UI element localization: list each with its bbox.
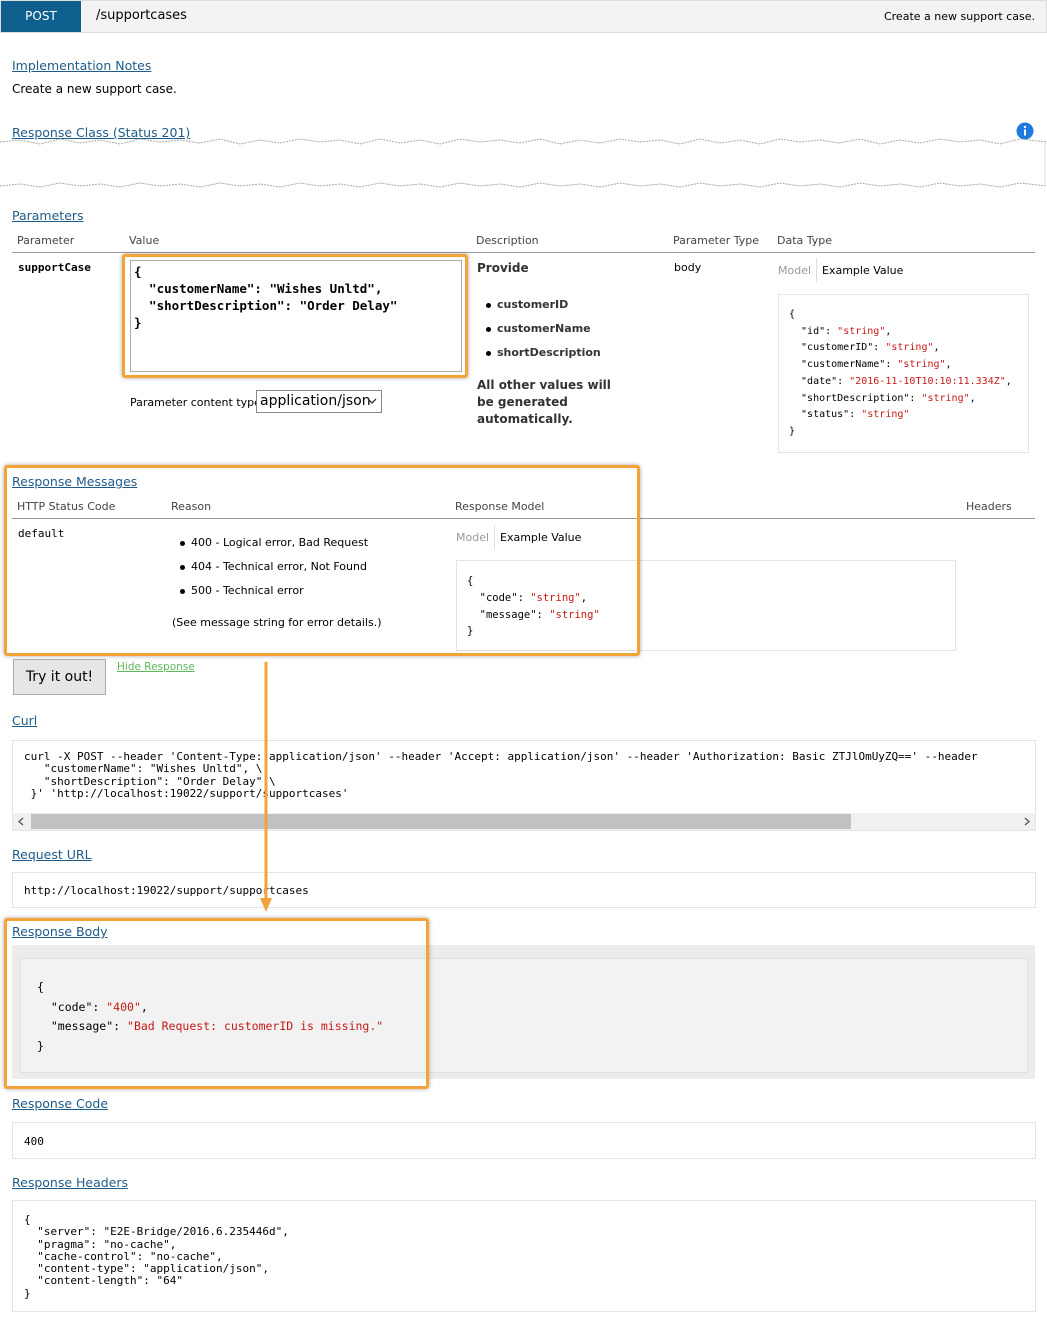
code-line: "message": "string"	[467, 608, 600, 621]
path: /supportcases	[96, 8, 187, 23]
code-line: }	[24, 1286, 31, 1300]
code-line: "id": "string",	[789, 325, 892, 337]
highlight	[4, 918, 429, 1089]
status-code: default	[18, 527, 65, 540]
code-line: "code": "400",	[37, 999, 148, 1014]
tab[interactable]: Model	[456, 531, 490, 544]
arrow	[260, 662, 272, 912]
code-panel	[12, 945, 1035, 1079]
torn-edge	[0, 138, 1047, 188]
code-line: }	[789, 425, 796, 437]
select[interactable]: application/json	[256, 390, 382, 413]
code-line: {	[134, 264, 142, 279]
code-line: "message": "Bad Request: customerID is m…	[37, 1019, 384, 1033]
code-line: {	[467, 575, 474, 587]
code-line: "pragma": "no-cache",	[24, 1237, 177, 1251]
code-line: "shortDescription": "Order Delay" \	[24, 774, 276, 788]
column-header: Response Model	[455, 500, 545, 513]
description-title: Provide	[477, 261, 529, 275]
section-title[interactable]: Response Code	[12, 1096, 109, 1111]
list-item: 404 - Technical error, Not Found	[180, 560, 367, 573]
code-line: {	[37, 980, 44, 994]
notes-text: Create a new support case.	[12, 82, 177, 96]
section-title[interactable]: Parameters	[12, 208, 84, 223]
section-title[interactable]: Response Body	[12, 924, 108, 939]
code-line: "customerName": "Wishes Unltd",	[134, 281, 383, 296]
code-line: }	[37, 1038, 44, 1053]
section-title[interactable]: Response Messages	[12, 474, 138, 489]
header-rule	[12, 252, 1035, 253]
code-box: http://localhost:19022/support/supportca…	[12, 872, 1036, 908]
response-code: 400	[24, 1135, 44, 1148]
column-header: Headers	[966, 500, 1012, 513]
section-title[interactable]: Response Class (Status 201)	[12, 125, 191, 140]
header-bar	[0, 0, 1047, 33]
code-line: "customerID": "string",	[789, 342, 940, 354]
section-title[interactable]: Implementation Notes	[12, 58, 152, 73]
code-line: "customerName": "string",	[789, 359, 952, 371]
textarea[interactable]: { "customerName": "Wishes Unltd", "short…	[130, 260, 462, 372]
column-header: Description	[476, 234, 539, 247]
section-title[interactable]: Response Headers	[12, 1175, 129, 1190]
column-header: Value	[129, 234, 160, 247]
select-arrow	[367, 398, 377, 404]
code-line: {	[24, 1213, 31, 1226]
summary: Create a new support case.	[883, 10, 1035, 23]
column-header: Reason	[171, 500, 212, 513]
code-line: }	[467, 625, 474, 638]
code-line: }' 'http://localhost:19022/support/suppo…	[24, 786, 349, 800]
column-header: Parameter Type	[673, 234, 759, 247]
header-rule	[12, 518, 1035, 519]
code-line: "shortDescription": "Order Delay"	[134, 298, 398, 313]
param-type: body	[674, 261, 702, 274]
code-line: curl -X POST --header 'Content-Type: app…	[24, 750, 978, 763]
list-item: customerID	[485, 298, 569, 311]
code-line: "shortDescription": "string",	[789, 392, 976, 404]
code-line: "date": "2016-11-10T10:10:11.334Z",	[789, 375, 1012, 387]
tab[interactable]: Model	[778, 264, 812, 277]
try-button[interactable]: Try it out!	[13, 659, 106, 695]
code-line: "status": "string"	[789, 409, 910, 421]
param-name: supportCase	[18, 261, 91, 274]
column-header: Parameter	[17, 234, 75, 247]
code-line: "content-type": "application/json",	[24, 1262, 270, 1276]
tab[interactable]: Example Value	[822, 264, 904, 277]
method-badge[interactable]: POST	[1, 1, 81, 32]
code-line: "code": "string",	[467, 591, 588, 604]
list-item: customerName	[486, 322, 591, 335]
list-item: shortDescription	[486, 346, 601, 359]
code-line: "content-length": "64"	[24, 1274, 183, 1288]
select-value: application/json	[260, 393, 371, 409]
highlight	[4, 465, 640, 656]
code-box: { "id": "string", "customerID": "string"…	[778, 294, 1029, 453]
code-line: "server": "E2E-Bridge/2016.6.235446d",	[24, 1225, 289, 1239]
highlight	[122, 254, 468, 378]
code-line: "customerName": "Wishes Unltd", \	[24, 762, 263, 776]
list-item: 400 - Logical error, Bad Request	[179, 536, 369, 549]
reason-note: (See message string for error details.)	[172, 616, 382, 629]
code-box: curl -X POST --header 'Content-Type: app…	[12, 740, 1036, 831]
scrollbar[interactable]	[13, 813, 1035, 830]
section-title[interactable]: Curl	[12, 713, 38, 728]
code-line: }	[134, 315, 142, 330]
hide-response[interactable]: Hide Response	[117, 661, 195, 673]
code-line: "cache-control": "no-cache",	[24, 1249, 223, 1263]
code-line: {	[789, 309, 796, 320]
column-header: Data Type	[777, 234, 833, 247]
code-box: 400	[12, 1122, 1036, 1159]
content-type-label: Parameter content type:	[130, 396, 265, 409]
list-item: 500 - Technical error	[180, 584, 304, 597]
code-box: { "server": "E2E-Bridge/2016.6.235446d",…	[12, 1200, 1036, 1312]
tab[interactable]: Example Value	[500, 531, 582, 544]
column-header: HTTP Status Code	[17, 500, 116, 513]
description-note: All other values will be generated autom…	[477, 378, 611, 426]
request-url: http://localhost:19022/support/supportca…	[24, 884, 309, 897]
section-title[interactable]: Request URL	[12, 847, 92, 862]
code-box: { "code": "string", "message": "string"}	[456, 560, 956, 651]
info-icon[interactable]	[1016, 122, 1034, 140]
